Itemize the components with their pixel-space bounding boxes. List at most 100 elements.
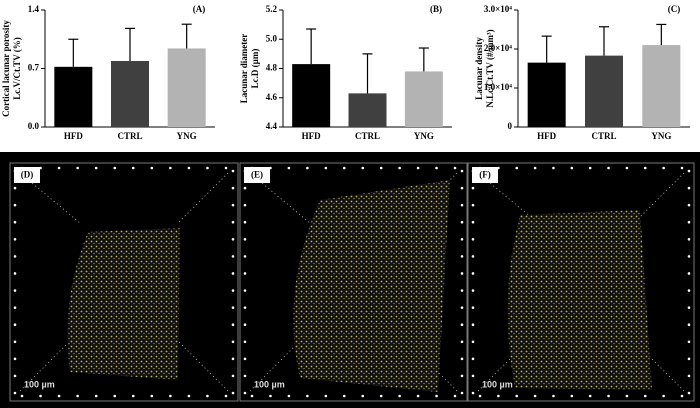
frame-dot — [250, 394, 254, 398]
lacunae-render — [507, 210, 652, 390]
frame-dot — [687, 391, 691, 395]
frame-dot — [643, 394, 647, 398]
frame-dot — [243, 357, 247, 361]
frame-dot — [187, 394, 191, 398]
frame-dot — [306, 166, 309, 170]
frame-dot — [243, 306, 247, 309]
frame-dot — [20, 394, 24, 398]
frame-dot — [398, 166, 401, 170]
frame-dot — [13, 357, 17, 361]
frame-dot — [687, 306, 691, 309]
y-tick-label: 5.2 — [266, 4, 278, 14]
frame-dot — [243, 272, 247, 275]
frame-dot — [113, 166, 117, 170]
frame-dot — [243, 238, 247, 241]
frame-dot — [231, 186, 235, 190]
frame-dot — [471, 391, 475, 395]
x-tick-label: CTRL — [117, 131, 142, 141]
y-tick-label: 3.0×10⁴ — [484, 4, 512, 14]
frame-dot — [460, 255, 464, 258]
frame-dot — [687, 255, 691, 258]
frame-dot — [13, 238, 17, 241]
frame-dot — [287, 166, 291, 170]
frame-dot — [680, 394, 684, 398]
frame-dot — [131, 394, 135, 398]
frame-dot — [206, 394, 209, 398]
bar — [111, 60, 149, 127]
frame-dot — [231, 340, 235, 344]
frame-dot — [687, 220, 691, 224]
panel-label-box — [14, 167, 40, 183]
frame-dot — [460, 186, 464, 190]
bar — [642, 45, 681, 127]
frame-dot — [243, 220, 247, 224]
frame-dot — [588, 394, 592, 398]
frame-dot — [471, 272, 475, 275]
frame-dot — [460, 238, 464, 241]
frame-dot — [471, 323, 475, 326]
frame-dot — [687, 272, 691, 275]
frame-dot — [169, 394, 172, 398]
x-tick-label: CTRL — [355, 131, 380, 141]
frame-dot — [13, 289, 17, 292]
frame-dot — [687, 289, 691, 292]
frame-dot — [231, 357, 235, 361]
frame-dot — [39, 394, 42, 398]
x-tick-label: YNG — [414, 131, 434, 141]
y-axis-label: Lc.V/Ct.TV (%) — [12, 37, 22, 100]
frame-dot — [243, 323, 247, 326]
frame-dot — [231, 374, 235, 378]
frame-dot — [453, 166, 457, 170]
panel-label: (A) — [193, 4, 206, 14]
frame-dot — [687, 169, 691, 173]
frame-dot — [57, 394, 61, 398]
frame-dot — [324, 394, 328, 398]
frame-dot — [471, 374, 475, 378]
frame-dot — [435, 394, 438, 398]
frame-dot — [224, 394, 228, 398]
frame-dot — [607, 394, 610, 398]
frame-dot — [243, 203, 247, 207]
frame-dot — [13, 255, 17, 258]
frame-dot — [497, 394, 500, 398]
frame-dot — [687, 323, 691, 326]
frame-dot — [269, 394, 272, 398]
bar — [54, 66, 93, 127]
frame-dot — [453, 394, 457, 398]
panel-label: (D) — [21, 170, 34, 180]
frame-dot — [206, 166, 209, 170]
frame-dot — [13, 203, 17, 207]
frame-dot — [231, 272, 235, 275]
frame-dot — [13, 220, 17, 224]
frame-dot — [231, 255, 235, 258]
frame-dot — [231, 289, 235, 292]
y-tick-label: 1.0×10⁴ — [484, 82, 512, 92]
frame-dot — [643, 166, 647, 170]
frame-dot — [625, 166, 629, 170]
frame-dot — [687, 186, 691, 190]
y-axis-label: Lacunar diameter — [239, 34, 249, 104]
frame-dot — [471, 203, 475, 207]
frame-dot — [76, 394, 79, 398]
frame-dot — [460, 289, 464, 292]
frame-dot — [687, 340, 691, 344]
lacunae-render — [67, 228, 180, 380]
y-axis-label: Cortical lacunar porosity — [1, 20, 11, 117]
frame-dot — [687, 357, 691, 361]
y-tick-label: 5.0 — [266, 33, 278, 43]
frame-dot — [379, 394, 383, 398]
frame-dot — [416, 166, 420, 170]
frame-dot — [471, 306, 475, 309]
frame-dot — [243, 374, 247, 378]
frame-dot — [460, 357, 464, 361]
frame-dot — [13, 340, 17, 344]
frame-dot — [187, 166, 191, 170]
frame-dot — [460, 374, 464, 378]
frame-dot — [342, 166, 346, 170]
panel-label-box — [244, 167, 270, 183]
y-axis-label: Lc.D (µm) — [250, 49, 260, 89]
panel-label: (C) — [668, 4, 681, 14]
y-tick-label: 1.4 — [28, 4, 40, 14]
frame-dot — [324, 166, 328, 170]
